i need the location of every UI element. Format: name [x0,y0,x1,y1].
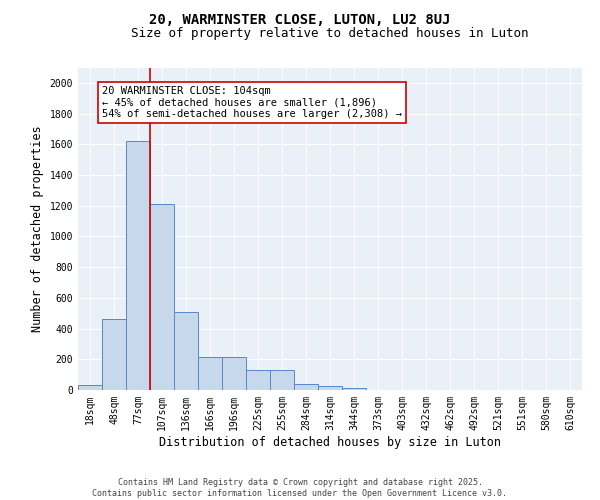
Bar [126,141,150,390]
X-axis label: Distribution of detached houses by size in Luton: Distribution of detached houses by size … [159,436,501,448]
Y-axis label: Number of detached properties: Number of detached properties [31,126,44,332]
Text: Contains HM Land Registry data © Crown copyright and database right 2025.
Contai: Contains HM Land Registry data © Crown c… [92,478,508,498]
Bar [270,370,294,390]
Bar [150,204,174,390]
Bar [246,370,270,390]
Bar [102,320,126,390]
Text: 20, WARMINSTER CLOSE, LUTON, LU2 8UJ: 20, WARMINSTER CLOSE, LUTON, LU2 8UJ [149,12,451,26]
Bar [342,388,366,390]
Bar [294,384,318,390]
Title: Size of property relative to detached houses in Luton: Size of property relative to detached ho… [131,27,529,40]
Bar [222,357,246,390]
Text: 20 WARMINSTER CLOSE: 104sqm
← 45% of detached houses are smaller (1,896)
54% of : 20 WARMINSTER CLOSE: 104sqm ← 45% of det… [102,86,402,119]
Bar [174,312,198,390]
Bar [198,357,222,390]
Bar [78,386,102,390]
Bar [318,386,342,390]
